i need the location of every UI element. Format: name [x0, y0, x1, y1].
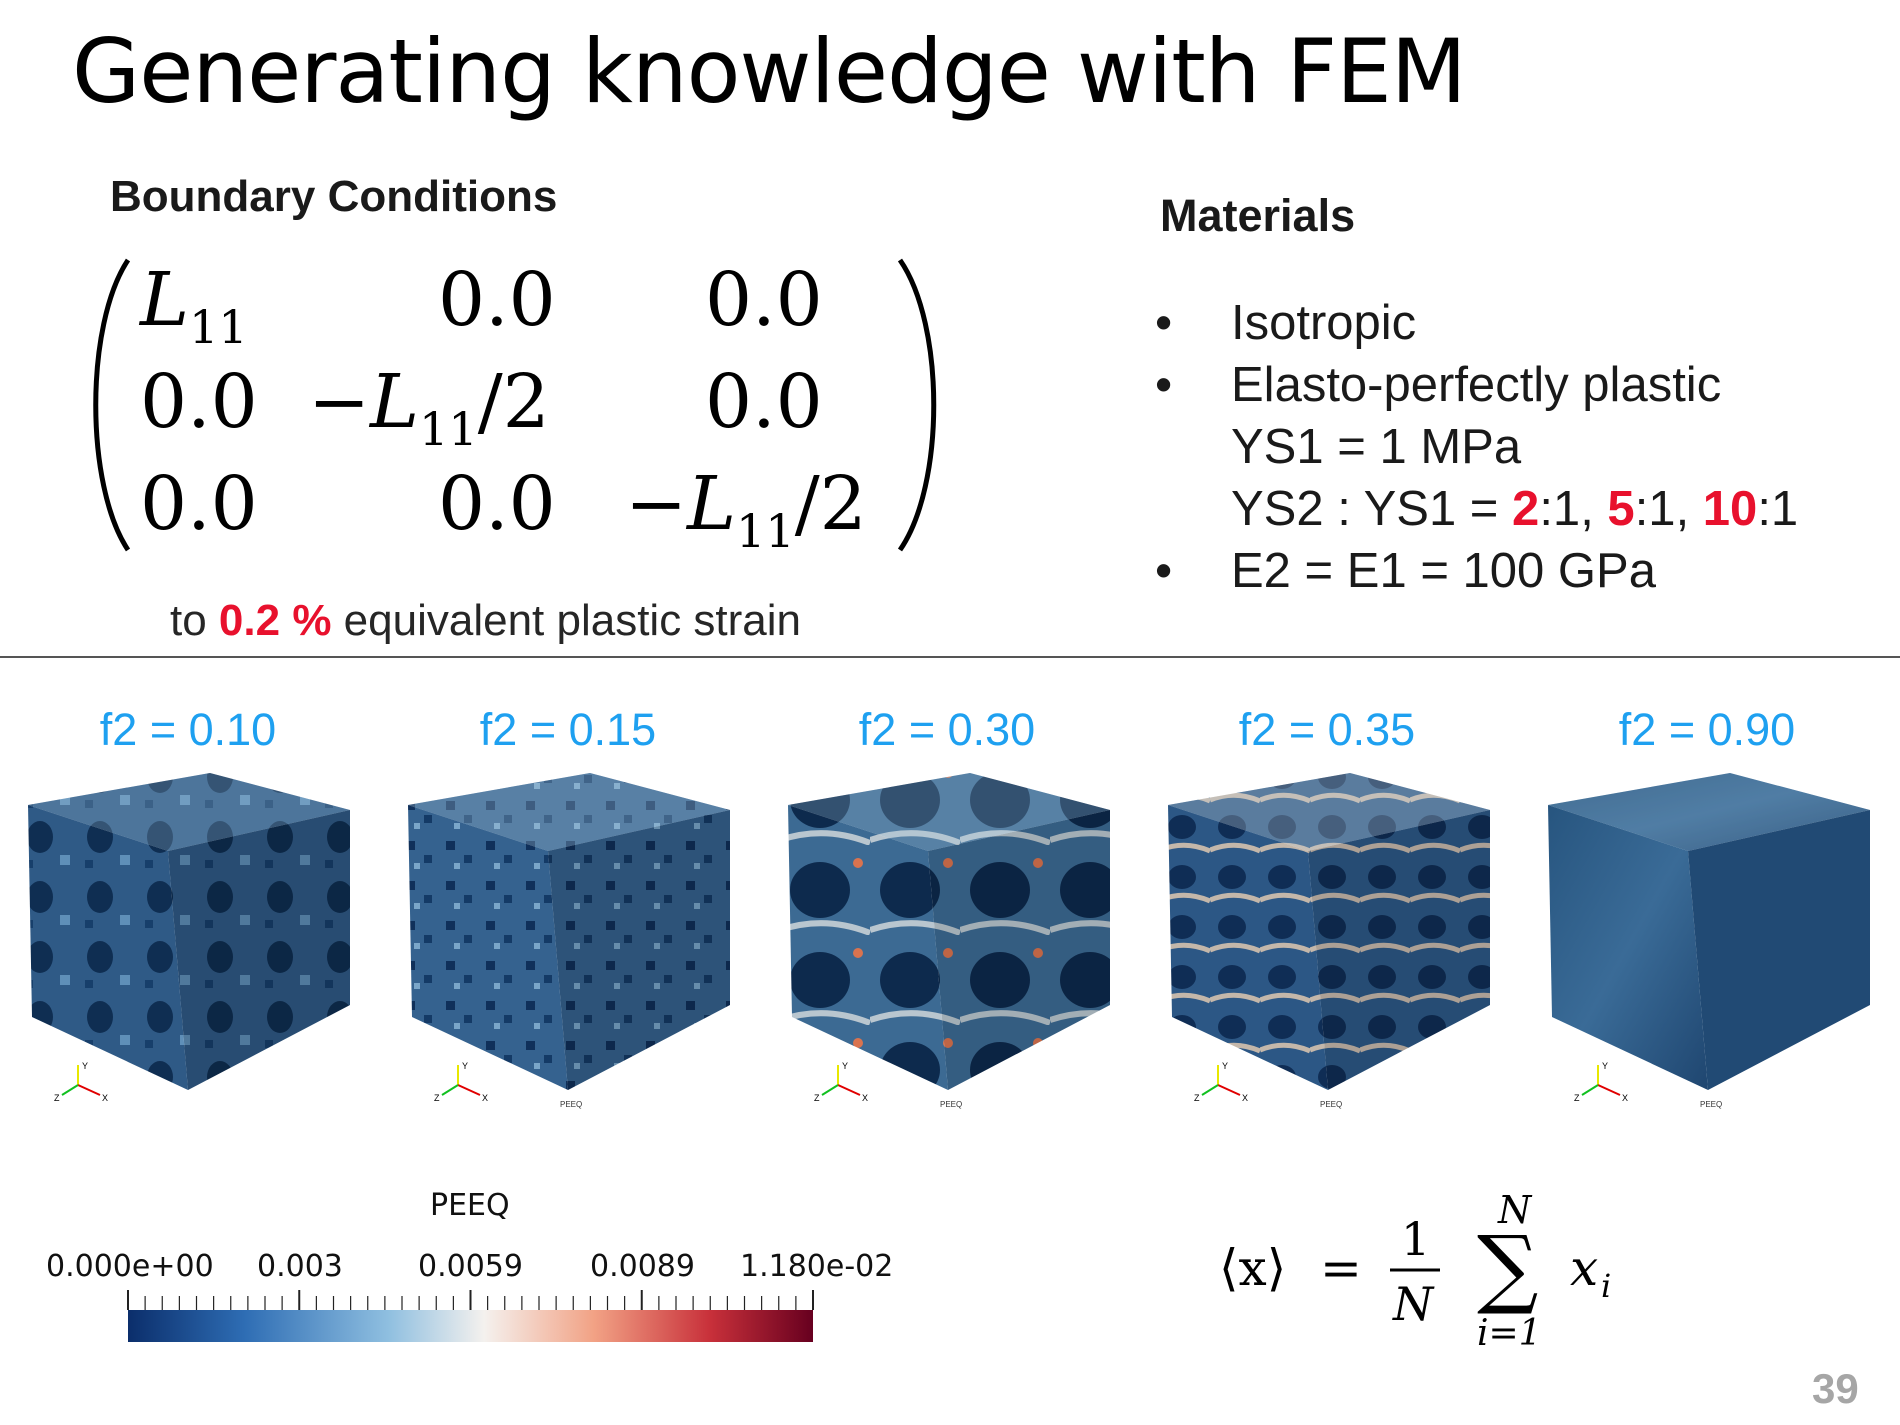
colorbar [127, 1290, 814, 1342]
sum-upper-limit: N [1497, 1188, 1533, 1232]
matrix-cell: 0.0 [140, 359, 258, 445]
svg-text:Y: Y [842, 1061, 848, 1071]
colorbar-tick-label: 0.0089 [590, 1249, 695, 1284]
boundary-conditions-heading: Boundary Conditions [110, 172, 558, 221]
matrix-cell: −L11/2 [625, 461, 867, 558]
list-item-text: Elasto-perfectly plastic [1231, 358, 1722, 412]
matrix-cell: 0.0 [705, 257, 823, 343]
ratio-suffix: :1 [1757, 482, 1799, 536]
axis-triad-icon: Y X Z [434, 1061, 488, 1103]
ys2-prefix: YS2 : YS1 = [1231, 482, 1513, 536]
sum-lower-limit: i=1 [1477, 1313, 1542, 1354]
colorbar-ticks [127, 1290, 814, 1310]
cube-label: f2 = 0.90 [1618, 704, 1796, 755]
ys2-ratio-line: YS2 : YS1 = 2:1, 5:1, 10:1 [1155, 478, 1798, 540]
svg-text:Z: Z [434, 1093, 440, 1103]
cube-legend-text: PEEQ [940, 1100, 962, 1109]
svg-text:Y: Y [1602, 1061, 1608, 1071]
svg-text:Z: Z [1574, 1093, 1580, 1103]
ys1-text: YS1 = 1 MPa [1231, 420, 1522, 474]
list-item: • Elasto-perfectly plastic [1155, 354, 1798, 416]
cube-render: Y X Z [28, 773, 350, 1103]
cube-label: f2 = 0.15 [479, 704, 657, 755]
cube-label: f2 = 0.35 [1238, 704, 1416, 755]
colorbar-tick-label: 1.180e-02 [740, 1249, 894, 1284]
ys1-line: YS1 = 1 MPa [1155, 416, 1798, 478]
matrix-cell: 0.0 [438, 257, 556, 343]
list-item-text: E2 = E1 = 100 GPa [1231, 544, 1656, 598]
cube-label: f2 = 0.30 [858, 704, 1036, 755]
svg-text:Z: Z [814, 1093, 820, 1103]
axis-triad-icon: Y X Z [1574, 1061, 1628, 1103]
axis-triad-icon: Y X Z [814, 1061, 868, 1103]
materials-list: • Isotropic • Elasto-perfectly plastic YS1… [1155, 292, 1798, 602]
boundary-condition-matrix: L11 0.0 0.0 0.0 −L11/2 0.0 0.0 0.0 −L11/… [93, 257, 937, 558]
formula-term-subscript: i [1601, 1267, 1611, 1305]
strain-note-prefix: to [170, 596, 219, 645]
colorbar-gradient [128, 1310, 813, 1342]
ratio-value: 5 [1607, 482, 1635, 536]
cube-render: Y X Z PEEQ [1548, 773, 1870, 1109]
strain-note: to 0.2 % equivalent plastic strain [170, 596, 801, 646]
strain-note-suffix: equivalent plastic strain [331, 596, 802, 645]
cube-label: f2 = 0.10 [99, 704, 277, 755]
colorbar-tick-label: 0.0059 [418, 1249, 523, 1284]
materials-heading: Materials [1160, 190, 1356, 241]
matrix-cell: 0.0 [705, 359, 823, 445]
colorbar-title: PEEQ [430, 1188, 510, 1223]
ratio-suffix: :1 [1634, 482, 1676, 536]
list-item: • E2 = E1 = 100 GPa [1155, 540, 1798, 602]
bullet-icon: • [1155, 296, 1173, 350]
svg-text:Y: Y [462, 1061, 468, 1071]
axis-triad-icon: Y X Z [1194, 1061, 1248, 1103]
cube-render: Y X Z PEEQ [408, 773, 730, 1109]
sum-symbol: ∑ [1477, 1218, 1538, 1318]
mean-formula: ⟨x⟩ = 1 N N ∑ i=1 x i [1219, 1188, 1611, 1354]
matrix-right-paren [897, 258, 937, 552]
svg-text:X: X [862, 1093, 868, 1103]
matrix-cell: 0.0 [438, 461, 556, 547]
colorbar-tick-label: 0.000e+00 [46, 1249, 214, 1284]
formula-lhs: ⟨x⟩ [1219, 1239, 1286, 1297]
formula-term: x [1570, 1239, 1598, 1297]
formula-equals: = [1320, 1239, 1362, 1297]
list-item-text: Isotropic [1231, 296, 1417, 350]
cube-legend-text: PEEQ [560, 1100, 582, 1109]
section-divider [0, 656, 1900, 658]
colorbar-tick-label: 0.003 [257, 1249, 343, 1284]
axis-triad-icon: Y X Z [54, 1061, 108, 1103]
bullet-icon: • [1155, 544, 1173, 598]
formula-denominator: N [1392, 1277, 1435, 1331]
formula-numerator: 1 [1401, 1212, 1430, 1266]
svg-text:X: X [102, 1093, 108, 1103]
svg-text:Z: Z [1194, 1093, 1200, 1103]
svg-text:Y: Y [82, 1061, 88, 1071]
ratio-suffix: :1 [1539, 482, 1581, 536]
cube-render: Y X Z PEEQ [788, 773, 1110, 1109]
matrix-cell: L11 [138, 257, 248, 354]
cube-render: Y X Z PEEQ [1168, 773, 1490, 1109]
matrix-left-paren [93, 258, 131, 552]
cube-legend-text: PEEQ [1320, 1100, 1342, 1109]
strain-value: 0.2 % [218, 596, 332, 645]
svg-text:X: X [482, 1093, 488, 1103]
slide-title: Generating knowledge with FEM [72, 20, 1467, 123]
ratio-value: 2 [1512, 482, 1540, 536]
svg-text:Y: Y [1222, 1061, 1228, 1071]
ratio-separator: , [1580, 482, 1608, 536]
svg-text:X: X [1242, 1093, 1248, 1103]
matrix-cell: −L11/2 [308, 359, 550, 456]
bullet-icon: • [1155, 358, 1173, 412]
page-number: 39 [1812, 1365, 1859, 1412]
list-item: • Isotropic [1155, 292, 1798, 354]
matrix-cell: 0.0 [140, 461, 258, 547]
svg-text:Z: Z [54, 1093, 60, 1103]
ratio-value: 10 [1702, 482, 1758, 536]
svg-text:X: X [1622, 1093, 1628, 1103]
cube-legend-text: PEEQ [1700, 1100, 1722, 1109]
ratio-separator: , [1675, 482, 1703, 536]
